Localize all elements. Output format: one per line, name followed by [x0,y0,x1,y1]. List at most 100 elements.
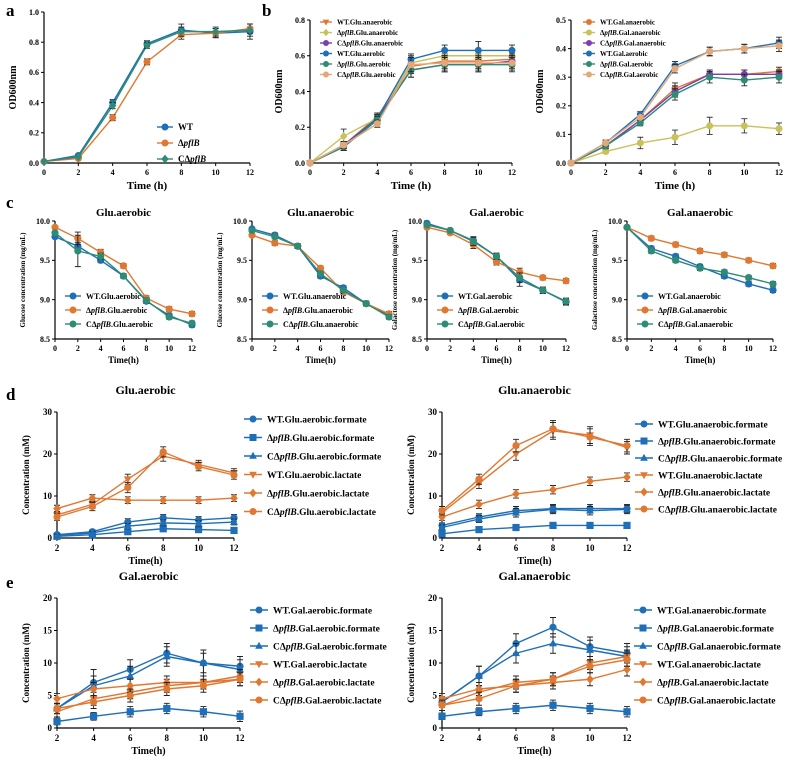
series-line [441,659,628,706]
data-point [89,684,98,694]
legend-label: WT.Gal.aerobic.formate [273,606,372,616]
legend: WT.Glu.aerobic ΔpflB.Glu.aerobic CΔpflB.Gl… [65,292,154,329]
data-point [211,27,220,37]
data-point [163,704,171,713]
x-tick-label: 6 [673,168,677,177]
x-tick-label: 6 [409,168,413,177]
x-tick-label: 4 [296,344,300,353]
data-point [53,531,61,539]
legend-marker [266,292,274,300]
x-tick-label: 8 [708,168,712,177]
legend-marker [640,420,648,428]
data-point [549,521,557,529]
legend-marker [639,606,647,614]
legend-marker [161,154,169,164]
data-point [74,247,82,255]
y-tick-label: 5 [433,691,438,701]
data-point [512,489,520,499]
data-point [124,484,132,492]
data-point [195,463,203,471]
legend-label: CΔpflB.Gal.anaerobic.lactate [657,696,775,706]
x-tick-label: 2 [76,344,80,353]
legend-label: WT.Glu.anaerobic [283,292,347,301]
data-point [119,272,128,280]
data-point [199,708,207,716]
legend-marker [441,306,449,314]
data-point [549,623,557,631]
x-tick-label: 4 [375,168,379,177]
data-point [53,513,61,521]
data-point [512,704,520,713]
x-axis-label: Time(h) [517,556,551,567]
y-axis-label: Concentration (mM) [406,435,416,515]
data-point [602,139,610,147]
series-line [309,63,512,164]
chart-c2: 0 2 4 6 8 10 12 8.5 9.0 9.5 10.0 Time(h) Glucose con… [216,207,393,365]
panel-letter-b: b [262,1,271,20]
legend-marker [255,661,263,669]
x-axis-label: Time (h) [391,180,432,192]
data-point [623,472,631,482]
data-point [508,59,516,67]
legend-label: ΔpflB.Gal.anaerobic.lactate [657,678,769,688]
data-point [492,258,501,266]
data-point [623,665,631,674]
legend-marker [323,40,329,46]
y-tick-label: 10 [43,491,53,501]
x-tick-label: 8 [179,168,183,177]
x-tick-label: 12 [623,733,633,743]
legend: WT.Glu.anaerobic ΔpflB.Glu.anaerobic CΔpfl… [262,292,359,329]
legend-marker [640,472,648,480]
data-point [586,645,594,653]
data-point [623,223,631,231]
data-point [775,125,783,133]
data-point [562,297,570,305]
x-tick-label: 4 [477,543,482,553]
data-point [230,471,238,479]
legend-marker [249,434,257,441]
data-point [745,280,753,288]
x-tick-label: 12 [246,168,254,177]
data-point [438,507,446,515]
data-point [720,268,728,276]
y-tick-label: 0 [48,723,53,733]
chart-c3: 0 2 4 6 8 10 12 8.5 9.0 9.5 10.0 Time(h) Galactose c… [391,207,570,365]
data-point [512,523,520,532]
y-axis-label: Concentration (mM) [21,623,31,703]
data-point [769,280,777,288]
data-point [549,701,557,709]
legend-marker [249,508,257,515]
y-tick-label: 1.0 [29,8,39,17]
legend-label: WT.Glu.anaerobic.lactate [658,471,762,481]
y-tick-label: 10.0 [608,217,622,226]
series-line [441,476,628,518]
y-tick-label: 9.5 [612,256,622,265]
chart-b2: 0 2 4 6 8 10 12 0.0 0.1 0.2 0.3 0.4 0.5 Time (h) OD600… [535,16,783,192]
legend-label: ΔpflB.Glu.aerobic [86,306,148,315]
data-point [549,505,557,513]
data-point [720,251,728,259]
x-tick-label: 12 [508,168,516,177]
legend-marker [69,292,77,300]
data-point [775,42,783,50]
y-tick-label: 9.0 [237,295,247,304]
y-axis-label: Galactose concentration (mg/mL) [391,229,399,330]
legend: WT.Glu.aerobic.formate ΔpflB.Glu.aerobic.… [244,415,381,518]
legend-marker [639,661,647,669]
data-point [165,313,173,321]
x-tick-label: 6 [122,344,126,353]
data-point [672,241,680,249]
data-point [362,300,370,308]
y-tick-label: 0 [433,533,438,543]
chart-c1: 0 2 4 6 8 10 12 8.5 9.0 9.5 10.0 Time(h) Glucose con… [19,207,196,365]
x-tick-label: 10 [745,344,753,353]
x-tick-label: 2 [55,543,60,553]
legend-label: WT.Gal.anaerobic.lactate [657,660,761,670]
legend-label: ΔpflB.Gal.anaerobic [658,306,728,315]
data-point [512,648,520,657]
legend-marker [323,50,329,57]
data-point [636,113,644,121]
data-point [53,504,61,514]
legend-marker [255,677,263,687]
data-point [126,691,134,700]
